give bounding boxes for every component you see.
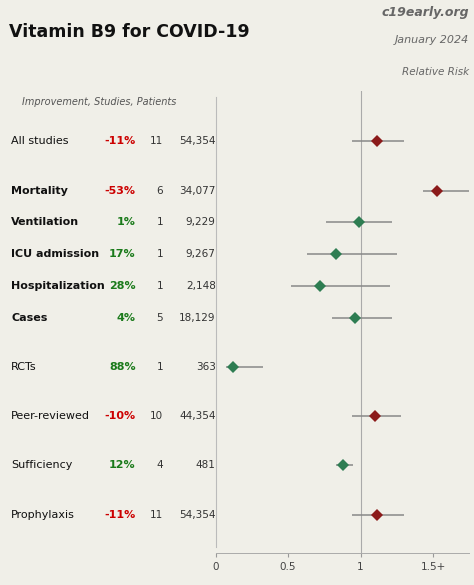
Text: 34,077: 34,077 — [179, 185, 216, 196]
Text: 54,354: 54,354 — [179, 510, 216, 519]
Text: ICU admission: ICU admission — [11, 249, 99, 259]
Text: 1%: 1% — [117, 218, 136, 228]
Text: Improvement, Studies, Patients: Improvement, Studies, Patients — [22, 97, 176, 107]
Text: All studies: All studies — [11, 136, 69, 146]
Text: 1: 1 — [156, 249, 163, 259]
Text: 363: 363 — [196, 362, 216, 372]
Text: -10%: -10% — [104, 411, 136, 421]
Text: 9,267: 9,267 — [186, 249, 216, 259]
Text: 11: 11 — [150, 510, 163, 519]
Text: 2,148: 2,148 — [186, 281, 216, 291]
Text: Prophylaxis: Prophylaxis — [11, 510, 75, 519]
Text: Ventilation: Ventilation — [11, 218, 79, 228]
Text: January 2024: January 2024 — [395, 35, 469, 45]
Text: 9,229: 9,229 — [186, 218, 216, 228]
Text: 11: 11 — [150, 136, 163, 146]
Text: Vitamin B9 for COVID-19: Vitamin B9 for COVID-19 — [9, 23, 250, 42]
Text: 88%: 88% — [109, 362, 136, 372]
Text: -11%: -11% — [104, 510, 136, 519]
Text: -53%: -53% — [104, 185, 136, 196]
Text: Cases: Cases — [11, 313, 47, 323]
Text: 28%: 28% — [109, 281, 136, 291]
Text: Sufficiency: Sufficiency — [11, 460, 73, 470]
Text: RCTs: RCTs — [11, 362, 36, 372]
Text: 4%: 4% — [117, 313, 136, 323]
Text: 4: 4 — [156, 460, 163, 470]
Text: 18,129: 18,129 — [179, 313, 216, 323]
Text: 5: 5 — [156, 313, 163, 323]
Text: 44,354: 44,354 — [179, 411, 216, 421]
Text: 1: 1 — [156, 218, 163, 228]
Text: 1: 1 — [156, 281, 163, 291]
Text: Relative Risk: Relative Risk — [402, 67, 469, 77]
Text: 54,354: 54,354 — [179, 136, 216, 146]
Text: 6: 6 — [156, 185, 163, 196]
Text: c19early.org: c19early.org — [382, 6, 469, 19]
Text: -11%: -11% — [104, 136, 136, 146]
Text: Peer-reviewed: Peer-reviewed — [11, 411, 90, 421]
Text: 17%: 17% — [109, 249, 136, 259]
Text: Hospitalization: Hospitalization — [11, 281, 105, 291]
Text: 10: 10 — [150, 411, 163, 421]
Text: Mortality: Mortality — [11, 185, 68, 196]
Text: 12%: 12% — [109, 460, 136, 470]
Text: 481: 481 — [196, 460, 216, 470]
Text: 1: 1 — [156, 362, 163, 372]
